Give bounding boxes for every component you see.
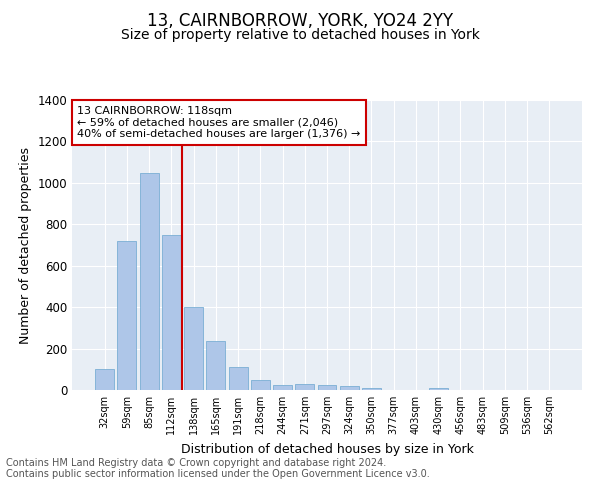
Bar — [162, 234, 181, 390]
X-axis label: Distribution of detached houses by size in York: Distribution of detached houses by size … — [181, 442, 473, 456]
Text: Contains HM Land Registry data © Crown copyright and database right 2024.
Contai: Contains HM Land Registry data © Crown c… — [6, 458, 430, 479]
Bar — [118, 241, 136, 390]
Text: 13 CAIRNBORROW: 118sqm
← 59% of detached houses are smaller (2,046)
40% of semi-: 13 CAIRNBORROW: 118sqm ← 59% of detached… — [77, 106, 361, 139]
Bar — [229, 367, 248, 390]
Text: Size of property relative to detached houses in York: Size of property relative to detached ho… — [121, 28, 479, 42]
Bar — [362, 388, 381, 390]
Bar — [251, 380, 270, 390]
Bar — [340, 386, 359, 390]
Bar — [95, 370, 114, 390]
Bar — [429, 388, 448, 390]
Bar — [317, 386, 337, 390]
Bar — [184, 307, 203, 390]
Y-axis label: Number of detached properties: Number of detached properties — [19, 146, 32, 344]
Bar — [295, 384, 314, 390]
Bar — [206, 342, 225, 390]
Text: 13, CAIRNBORROW, YORK, YO24 2YY: 13, CAIRNBORROW, YORK, YO24 2YY — [147, 12, 453, 30]
Bar — [140, 172, 158, 390]
Bar — [273, 386, 292, 390]
